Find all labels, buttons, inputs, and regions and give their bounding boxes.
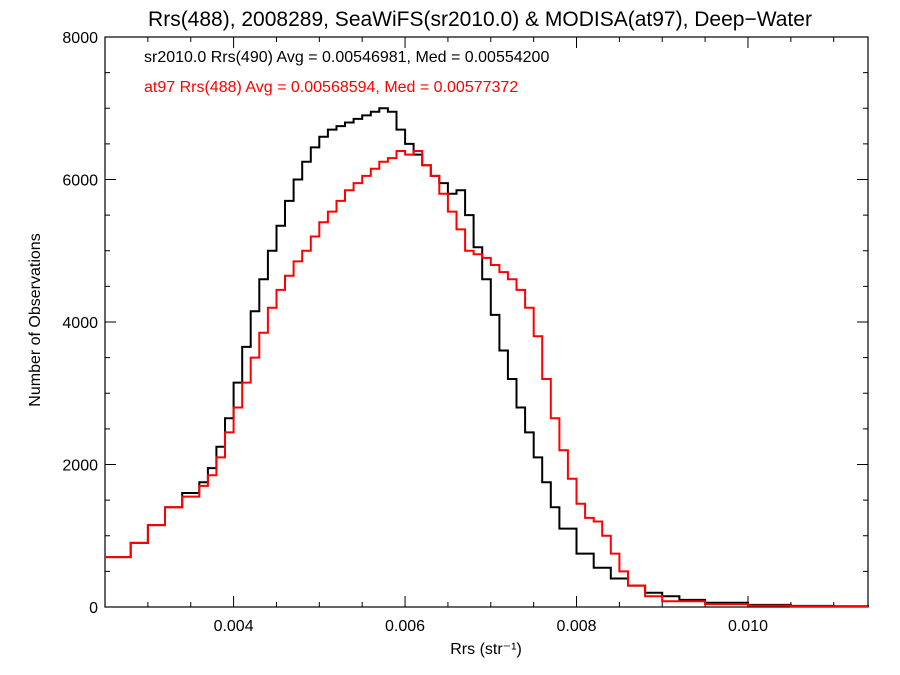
axis-ticks xyxy=(105,36,868,608)
series-line-sr2010 xyxy=(105,107,869,608)
x-tick-label: 0.010 xyxy=(728,618,768,635)
series-line-at97 xyxy=(105,150,868,608)
chart-title: Rrs(488), 2008289, SeaWiFS(sr2010.0) & M… xyxy=(148,8,812,31)
y-tick-label: 4000 xyxy=(62,315,98,332)
y-tick-label: 8000 xyxy=(62,30,98,47)
y-tick-label: 2000 xyxy=(62,458,98,475)
legend-entry-sr2010: sr2010.0 Rrs(490) Avg = 0.00546981, Med … xyxy=(144,49,549,66)
x-tick-label: 0.006 xyxy=(385,618,425,635)
plot-border xyxy=(104,36,869,608)
y-tick-label: 6000 xyxy=(62,173,98,190)
series-group xyxy=(105,107,869,608)
legend: sr2010.0 Rrs(490) Avg = 0.00546981, Med … xyxy=(144,49,549,96)
legend-entry-at97: at97 Rrs(488) Avg = 0.00568594, Med = 0.… xyxy=(144,79,518,96)
x-tick-label: 0.004 xyxy=(214,618,254,635)
plot-frame xyxy=(104,36,869,608)
y-axis-label: Number of Observations xyxy=(27,233,44,406)
tick-labels: 0.004 0.006 0.008 0.010 0 2000 4000 6000 8000 xyxy=(62,30,768,635)
x-tick-label: 0.008 xyxy=(556,618,596,635)
x-axis-label: Rrs (str⁻¹) xyxy=(450,641,522,658)
y-tick-label: 0 xyxy=(89,600,98,617)
